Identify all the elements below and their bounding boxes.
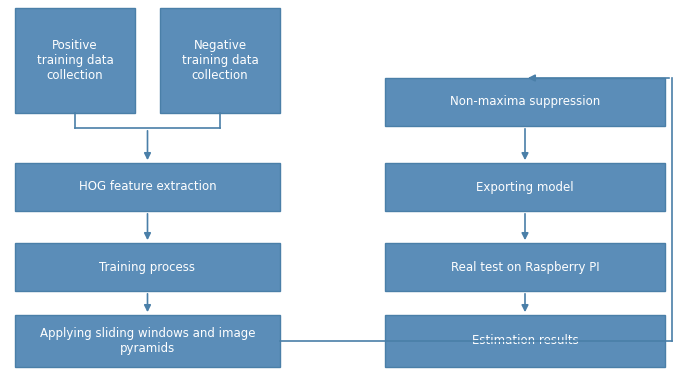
FancyBboxPatch shape (160, 8, 280, 113)
Text: Non-maxima suppression: Non-maxima suppression (450, 96, 600, 108)
FancyBboxPatch shape (15, 315, 280, 367)
Text: Applying sliding windows and image
pyramids: Applying sliding windows and image pyram… (40, 327, 256, 355)
Text: Real test on Raspberry PI: Real test on Raspberry PI (451, 261, 599, 273)
Text: Negative
training data
collection: Negative training data collection (182, 39, 258, 82)
FancyBboxPatch shape (15, 243, 280, 291)
Text: Training process: Training process (99, 261, 195, 273)
FancyBboxPatch shape (15, 163, 280, 211)
FancyBboxPatch shape (385, 315, 665, 367)
FancyBboxPatch shape (15, 8, 135, 113)
FancyBboxPatch shape (385, 243, 665, 291)
Text: Exporting model: Exporting model (476, 180, 574, 194)
Text: Positive
training data
collection: Positive training data collection (36, 39, 114, 82)
Text: Estimation results: Estimation results (472, 334, 578, 348)
FancyBboxPatch shape (385, 78, 665, 126)
FancyBboxPatch shape (385, 163, 665, 211)
Text: HOG feature extraction: HOG feature extraction (79, 180, 216, 194)
